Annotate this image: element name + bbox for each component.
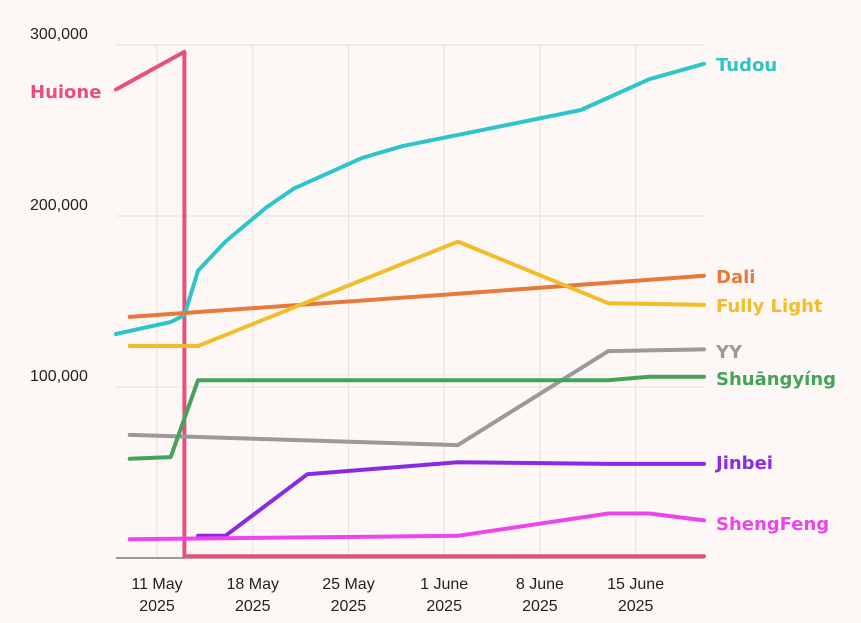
series-label-shengfeng: ShengFeng [716, 514, 829, 535]
series-line-fully-light [127, 239, 706, 348]
x-tick-year: 2025 [618, 598, 654, 615]
series-line-yy [127, 347, 706, 448]
x-tick-label: 8 June [516, 576, 564, 593]
series-line-shua-ngyi-ng [127, 374, 706, 461]
series-label-tudou: Tudou [716, 55, 777, 76]
series-line-huione [114, 49, 706, 559]
series-label-shua-ngyi-ng: Shuāngyíng [716, 369, 836, 390]
x-tick-year: 2025 [426, 598, 462, 615]
series-lines [114, 49, 706, 559]
y-tick-label: 200,000 [30, 197, 88, 214]
axes: 100,000 200,000 300,000 11 May 2025 18 May 202… [30, 26, 704, 615]
x-tick-label: 11 May [131, 576, 182, 593]
x-tick-year: 2025 [522, 598, 558, 615]
x-tick-year: 2025 [139, 598, 175, 615]
series-line-dali [127, 273, 706, 319]
x-tick-label: 15 June [607, 576, 664, 593]
series-line-tudou [114, 61, 706, 336]
x-tick-year: 2025 [235, 598, 271, 615]
series-line-jinbei [196, 460, 706, 538]
series-label-fully-light: Fully Light [716, 296, 823, 317]
series-label-huione: Huione [30, 82, 101, 103]
series-label-yy: YY [715, 342, 743, 363]
y-tick-label: 100,000 [30, 368, 88, 385]
x-tick-year: 2025 [331, 598, 367, 615]
x-tick-label: 18 May [227, 576, 279, 593]
x-tick-label: 25 May [322, 576, 374, 593]
y-tick-label: 300,000 [30, 26, 88, 43]
series-label-dali: Dali [716, 267, 755, 288]
x-tick-label: 1 June [420, 576, 468, 593]
series-label-jinbei: Jinbei [714, 453, 773, 474]
series-labels: Huione Tudou Dali Fully Light YY Shuāngyíng Ji… [30, 55, 836, 535]
series-line-shengfeng [127, 511, 706, 542]
